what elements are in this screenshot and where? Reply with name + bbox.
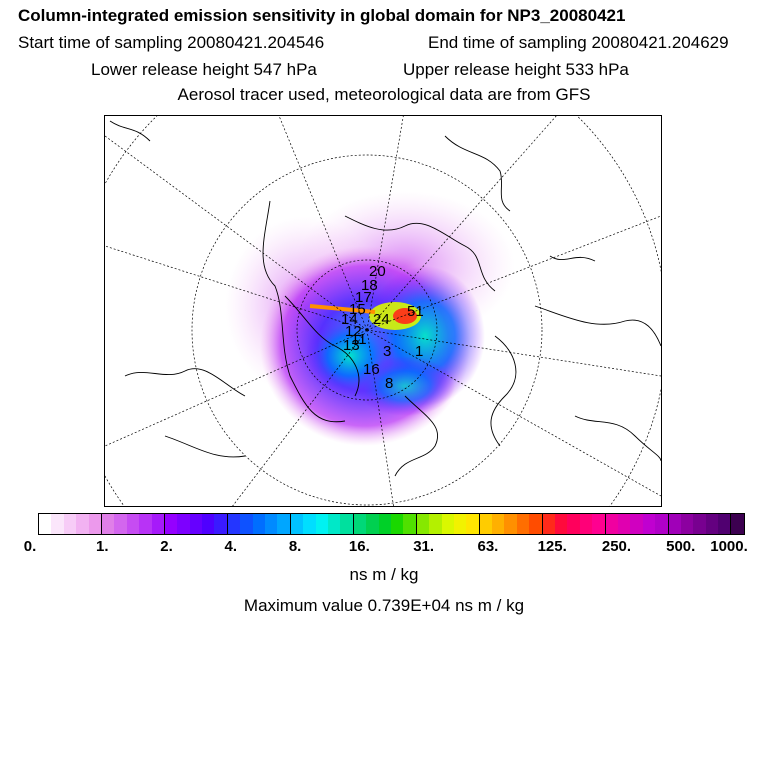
colorbar-swatch xyxy=(705,514,719,534)
colorbar-swatch xyxy=(63,514,77,534)
plume-core-south xyxy=(355,356,455,416)
colorbar-swatch xyxy=(378,514,391,534)
colorbar-tick-label: 1000. xyxy=(710,538,748,555)
coastlines xyxy=(109,120,661,477)
contour-label: 18 xyxy=(361,277,378,294)
plot-title: Column-integrated emission sensitivity i… xyxy=(18,6,626,25)
contour-label: 24 xyxy=(373,311,390,328)
colorbar-swatch xyxy=(126,514,140,534)
colorbar-tick-label: 250. xyxy=(601,538,632,555)
contour-label: 17 xyxy=(355,289,372,306)
colorbar-swatch xyxy=(642,514,656,534)
end-time-label: End time of sampling 20080421.204629 xyxy=(428,33,729,52)
colorbar-swatch xyxy=(315,514,328,534)
colorbar-swatch xyxy=(555,514,568,534)
colorbar-swatch xyxy=(415,514,430,534)
colorbar-swatch xyxy=(100,514,115,534)
colorbar-swatch xyxy=(151,514,164,534)
colorbar-swatch xyxy=(655,514,668,534)
colorbar-swatch xyxy=(567,514,580,534)
contour-label: 1 xyxy=(415,343,423,360)
colorbar-swatch xyxy=(177,514,190,534)
colorbar-swatch xyxy=(730,514,744,534)
colorbar-swatch xyxy=(352,514,367,534)
colorbar-tick-label: 500. xyxy=(666,538,696,555)
contour-label: 13 xyxy=(343,337,360,354)
colorbar-tick-label: 125. xyxy=(537,538,567,555)
colorbar-swatch xyxy=(617,514,631,534)
upper-release-label: Upper release height 533 hPa xyxy=(403,60,629,79)
contour-label: 20 xyxy=(369,263,386,280)
colorbar-swatch xyxy=(429,514,442,534)
map-canvas: 20 18 17 15 14 12 24 51 13 11 1 3 16 8 xyxy=(105,116,661,506)
colorbar-swatch xyxy=(114,514,127,534)
contour-label: 3 xyxy=(383,343,391,360)
colorbar-swatch xyxy=(592,514,605,534)
colorbar-swatch xyxy=(214,514,227,534)
colorbar-swatch xyxy=(693,514,706,534)
contour-label: 51 xyxy=(407,303,424,320)
colorbar-swatch xyxy=(39,514,52,534)
colorbar-swatch xyxy=(478,514,493,534)
colorbar-tick-label: 2. xyxy=(160,538,173,555)
flight-track xyxy=(309,304,376,314)
colorbar xyxy=(38,513,745,535)
tracer-info-label: Aerosol tracer used, meteorological data… xyxy=(177,85,591,104)
colorbar-swatch xyxy=(226,514,241,534)
colorbar-swatch xyxy=(366,514,379,534)
colorbar-swatch xyxy=(189,514,203,534)
colorbar-swatch xyxy=(466,514,479,534)
colorbar-tick-label: 31. xyxy=(413,538,435,555)
colorbar-swatch xyxy=(327,514,341,534)
polar-map: 20 18 17 15 14 12 24 51 13 11 1 3 16 8 xyxy=(104,115,662,507)
colorbar-swatch xyxy=(340,514,353,534)
colorbar-swatch xyxy=(202,514,215,534)
graticule xyxy=(105,116,661,506)
colorbar-swatch xyxy=(667,514,681,534)
colorbar-tick-label: 16. xyxy=(348,538,370,555)
colorbar-swatch xyxy=(303,514,316,534)
colorbar-swatch xyxy=(289,514,304,534)
colorbar-tick-label: 63. xyxy=(477,538,499,555)
contour-label: 12 xyxy=(345,323,362,340)
colorbar-swatch xyxy=(529,514,542,534)
colorbar-swatch xyxy=(630,514,643,534)
contour-label: 15 xyxy=(349,301,366,318)
colorbar-swatch xyxy=(76,514,89,534)
colorbar-swatch xyxy=(579,514,593,534)
units-label: ns m / kg xyxy=(349,565,419,584)
colorbar-swatch xyxy=(680,514,694,534)
colorbar-swatch xyxy=(604,514,618,534)
colorbar-tick-label: 0. xyxy=(23,538,37,555)
colorbar-swatch xyxy=(51,514,64,534)
colorbar-swatch xyxy=(277,514,290,534)
colorbar-swatch xyxy=(453,514,467,534)
colorbar-swatch xyxy=(390,514,404,534)
colorbar-swatch xyxy=(163,514,178,534)
contour-label: 8 xyxy=(385,375,393,392)
contour-label: 11 xyxy=(351,331,367,348)
colorbar-swatch xyxy=(252,514,266,534)
colorbar-swatch xyxy=(441,514,454,534)
colorbar-swatch xyxy=(403,514,416,534)
plume-max-red xyxy=(393,308,417,324)
lower-release-label: Lower release height 547 hPa xyxy=(91,60,317,79)
colorbar-swatch xyxy=(504,514,517,534)
colorbar-tick-label: 8. xyxy=(288,538,302,555)
colorbar-swatch xyxy=(139,514,152,534)
contour-label: 14 xyxy=(341,311,358,328)
colorbar-swatch xyxy=(240,514,253,534)
colorbar-swatch xyxy=(516,514,530,534)
colorbar-tick-label: 4. xyxy=(224,538,238,555)
start-time-label: Start time of sampling 20080421.204546 xyxy=(18,33,325,52)
contour-label: 16 xyxy=(363,361,380,378)
colorbar-swatch xyxy=(265,514,278,534)
colorbar-tick-label: 1. xyxy=(96,538,109,555)
colorbar-swatch xyxy=(492,514,505,534)
colorbar-swatch xyxy=(88,514,101,534)
colorbar-swatch xyxy=(718,514,731,534)
colorbar-swatch xyxy=(541,514,556,534)
max-value-label: Maximum value 0.739E+04 ns m / kg xyxy=(243,596,525,615)
